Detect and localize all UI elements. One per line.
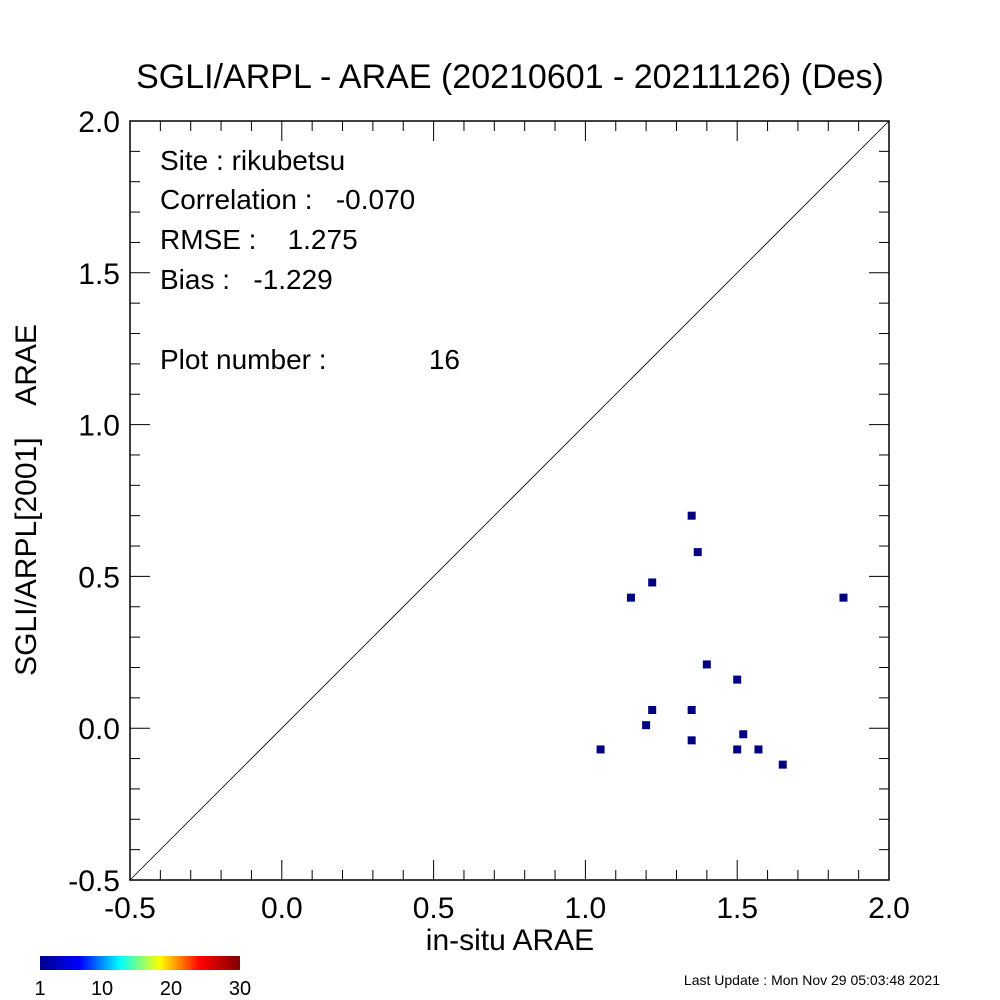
y-tick-label: 0.5 [78,561,120,594]
x-tick-labels: -0.5 0.0 0.5 1.0 1.5 2.0 [104,892,910,925]
data-point [596,745,605,754]
x-tick-label: 0.5 [413,892,455,925]
data-point [733,675,742,684]
colorbar-tick-label: 30 [229,978,251,1000]
data-point [733,745,742,754]
data-point [626,593,635,602]
data-point [687,705,696,714]
data-point [648,578,657,587]
x-tick-label: 1.5 [716,892,758,925]
stat-bias: Bias : -1.229 [160,264,333,295]
last-update-text: Last Update : Mon Nov 29 05:03:48 2021 [684,972,940,988]
data-point [642,721,651,730]
tick-marks [129,120,890,881]
x-tick-label: -0.5 [104,892,156,925]
data-point [739,730,748,739]
y-tick-label: 2.0 [78,106,120,139]
data-point [839,593,848,602]
y-tick-label: -0.5 [68,865,120,898]
colorbar-tick-labels: 1 10 20 30 [34,978,251,1000]
data-point [687,736,696,745]
data-point [693,548,702,557]
colorbar-tick-label: 1 [34,978,45,1000]
data-points [596,511,848,769]
x-tick-label: 1.0 [565,892,607,925]
data-point [754,745,763,754]
x-axis-label: in-situ ARAE [426,924,594,957]
chart-title: SGLI/ARPL - ARAE (20210601 - 20211126) (… [136,58,884,96]
data-point [778,760,787,769]
stat-plot-number-value: 16 [429,344,460,375]
stat-rmse: RMSE : 1.275 [160,224,358,255]
colorbar-tick-label: 10 [91,978,113,1000]
x-tick-label: 0.0 [261,892,303,925]
y-tick-label: 0.0 [78,713,120,746]
stat-correlation: Correlation : -0.070 [160,184,415,215]
y-tick-label: 1.5 [78,258,120,291]
stat-site: Site : rikubetsu [160,145,345,176]
y-tick-labels: -0.5 0.0 0.5 1.0 1.5 2.0 [68,106,120,898]
x-tick-label: 2.0 [868,892,910,925]
plot-frame [129,120,890,881]
colorbar [40,956,240,970]
data-point [648,705,657,714]
stat-plot-number-label: Plot number : [160,344,327,375]
data-point [702,660,711,669]
one-to-one-line [129,120,890,881]
colorbar-tick-label: 20 [160,978,182,1000]
data-point [687,511,696,520]
y-tick-label: 1.0 [78,410,120,443]
y-axis-label: SGLI/ARPL[2001] ARAE [10,324,43,676]
